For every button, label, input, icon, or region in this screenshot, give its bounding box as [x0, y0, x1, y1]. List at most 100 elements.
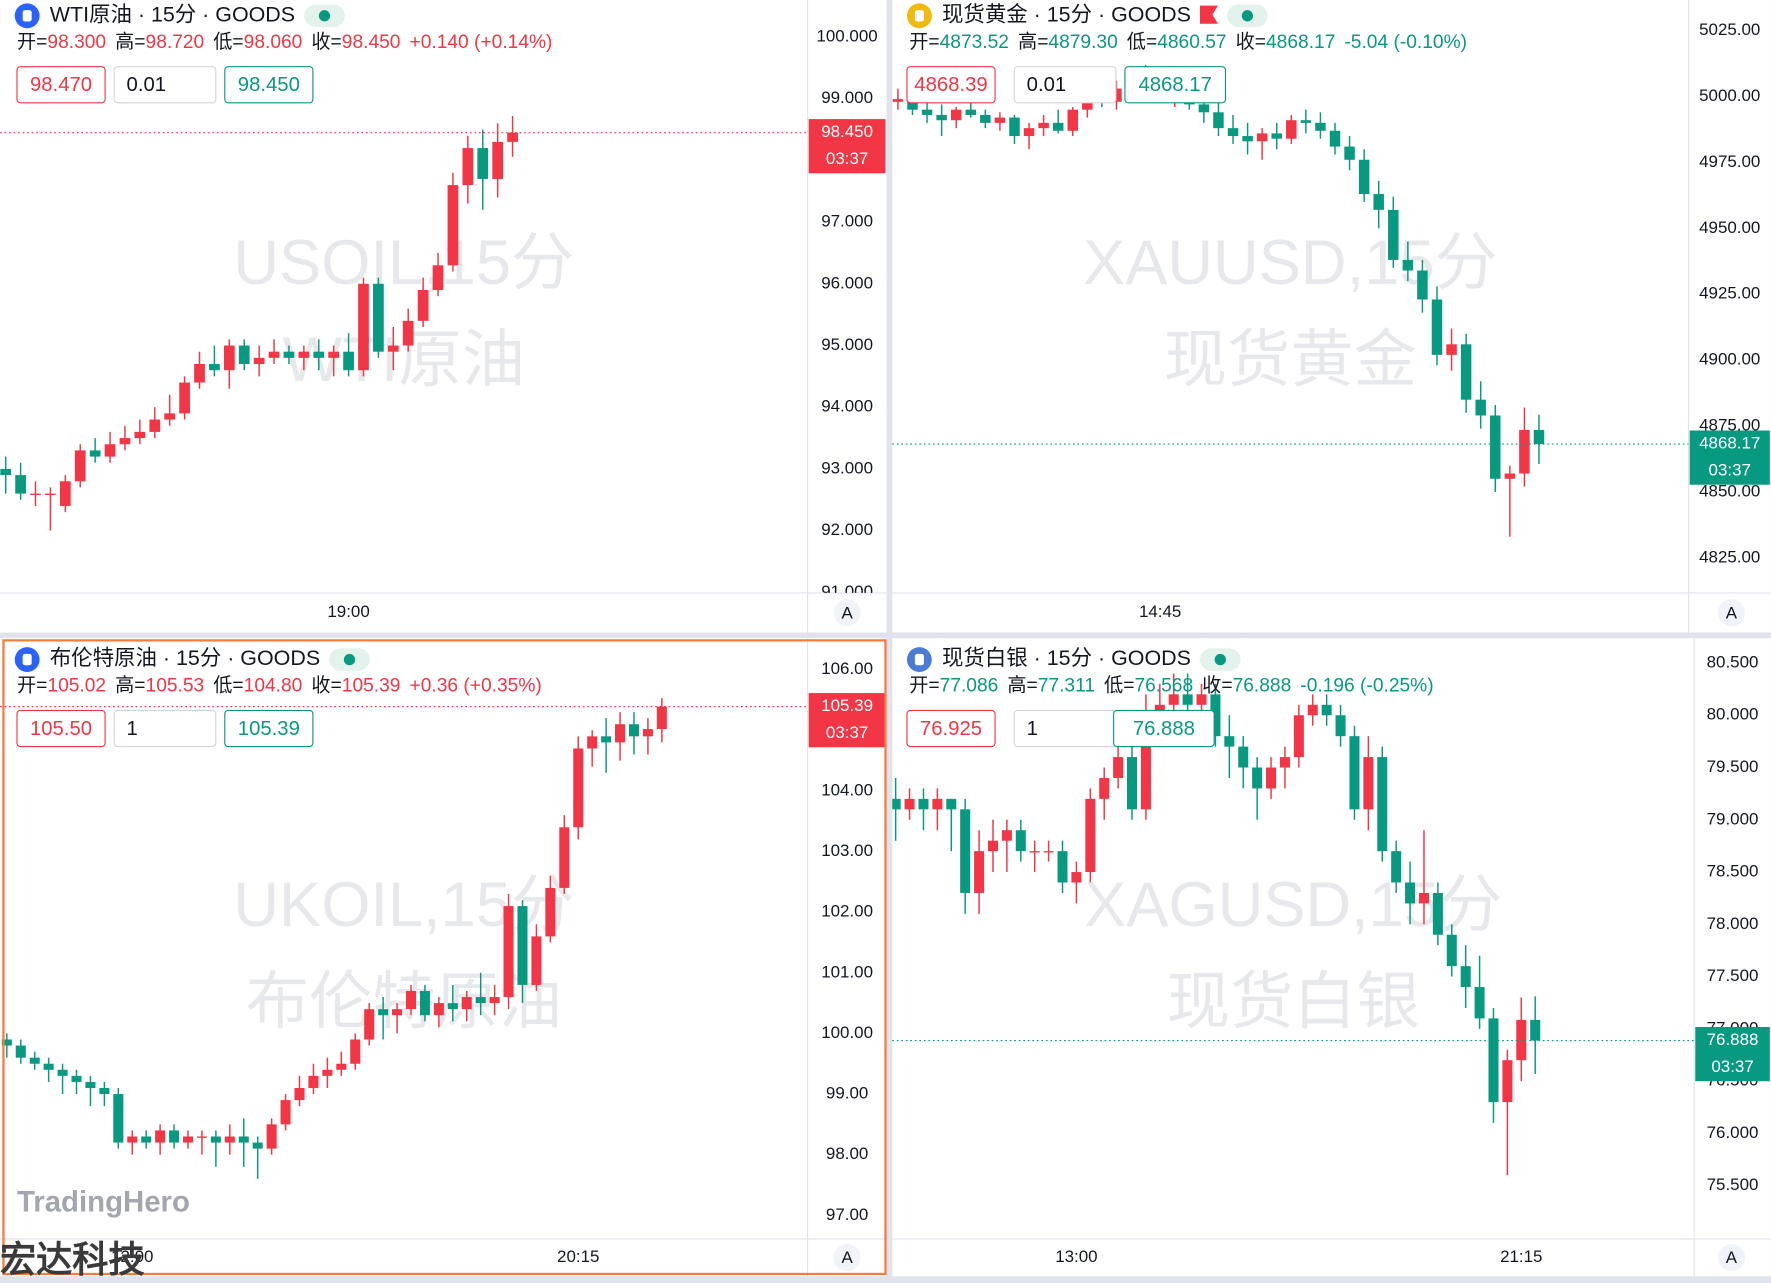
candle-body: [965, 109, 977, 115]
auto-scale-button[interactable]: A: [1717, 599, 1745, 627]
active-border: [2, 639, 887, 1276]
candle-body: [432, 265, 444, 290]
candle-body: [1533, 429, 1545, 445]
candle-body: [378, 1009, 389, 1016]
candle-body: [238, 1136, 249, 1143]
ohlc-label: 低=: [1104, 675, 1134, 697]
candle-body: [364, 1009, 375, 1040]
quote-ask[interactable]: 98.450: [238, 74, 300, 96]
candle-body: [71, 1075, 82, 1082]
candle-body: [313, 351, 325, 358]
ohlc-change: -0.196 (-0.25%): [1300, 676, 1433, 697]
candle-body: [545, 887, 556, 937]
auto-scale-button[interactable]: A: [833, 599, 861, 627]
candle-body: [417, 289, 429, 321]
candle-body: [1377, 757, 1388, 852]
y-tick-label: 4850.00: [1699, 481, 1760, 500]
symbol-icon-mark: [22, 653, 32, 666]
quote-bid[interactable]: 105.50: [30, 718, 92, 740]
candle-body: [127, 1136, 138, 1143]
quote-bid[interactable]: 98.470: [30, 74, 92, 96]
candle-body: [1530, 1019, 1541, 1041]
candle-body: [1224, 736, 1235, 747]
candle-body: [1417, 270, 1428, 300]
y-axis: 4825.00 4850.00 4875.00 4900.00 4925.00 4950.…: [1699, 20, 1760, 566]
overlay-logo: TradingHero: [17, 1186, 190, 1219]
quote-size[interactable]: 1: [127, 718, 138, 740]
ohlc-line: 开=77.086 高=77.311 低=76.568 收=76.888 -0.196 (…: [909, 675, 1433, 697]
quote-box[interactable]: 76.925: [906, 709, 996, 748]
candle-body: [169, 1130, 180, 1143]
candle-body: [164, 413, 176, 420]
quote-box-frame: [224, 66, 314, 104]
auto-scale-label[interactable]: A: [841, 603, 853, 622]
ohlc-label: 收=: [311, 675, 341, 697]
quote-box[interactable]: 76.888: [1113, 709, 1215, 748]
quote-size[interactable]: 0.01: [1027, 74, 1067, 96]
quote-size[interactable]: 0.01: [127, 74, 167, 96]
quote-box[interactable]: 0.01: [113, 66, 217, 104]
chart-panel: USOIL,15分WTI原油91.00092.00093.00094.00095…: [0, 0, 887, 633]
quote-box[interactable]: 105.39: [224, 709, 314, 748]
quote-ask[interactable]: 4868.17: [1138, 74, 1211, 96]
candle-body: [932, 798, 943, 810]
candle-body: [1052, 122, 1064, 131]
ohlc-change: +0.36 (+0.35%): [410, 676, 542, 697]
y-tick-label: 75.500: [1707, 1175, 1759, 1194]
y-tick-label: 76.000: [1707, 1123, 1759, 1142]
quote-box[interactable]: 98.470: [16, 66, 106, 104]
y-tick-label: 95.000: [821, 335, 873, 354]
candle-body: [253, 357, 265, 365]
auto-scale-label[interactable]: A: [1726, 603, 1738, 622]
quote-bid[interactable]: 76.925: [920, 718, 982, 740]
candle-body: [298, 351, 310, 358]
candle-body: [492, 141, 504, 179]
candle-body: [1431, 299, 1443, 355]
quote-box[interactable]: 98.450: [224, 66, 314, 104]
auto-scale-button[interactable]: A: [1717, 1244, 1745, 1272]
quote-box[interactable]: 0.01: [1013, 66, 1117, 104]
candle-body: [283, 351, 295, 358]
candle-body: [149, 419, 161, 432]
auto-scale-label[interactable]: A: [1726, 1248, 1738, 1267]
x-tick-label: 21:15: [1500, 1247, 1542, 1266]
ohlc-label: 低=: [213, 675, 243, 697]
y-tick-label: 100.00: [821, 1023, 873, 1042]
auto-scale-label[interactable]: A: [841, 1248, 853, 1267]
quote-size[interactable]: 1: [1027, 718, 1038, 740]
last-price-box: [808, 119, 886, 174]
quote-box[interactable]: 1: [113, 709, 217, 748]
candle-body: [1474, 987, 1485, 1019]
candle-body: [1329, 130, 1341, 147]
candle-body: [1198, 104, 1210, 113]
candle-body: [1168, 694, 1179, 705]
status-dot: [343, 653, 356, 666]
quote-box[interactable]: 4868.17: [1124, 66, 1227, 104]
ohlc-value: 4860.57: [1157, 32, 1226, 53]
candle-body: [104, 444, 116, 457]
quote-box[interactable]: 4868.39: [906, 66, 996, 104]
ohlc-value: 105.39: [342, 676, 401, 697]
candle-body: [656, 706, 667, 730]
candle-body: [1213, 112, 1224, 129]
ohlc-value: 77.086: [940, 676, 999, 697]
auto-scale-circle: [833, 1244, 861, 1272]
candle-body: [1085, 798, 1096, 873]
candle-body: [119, 438, 131, 445]
quote-ask[interactable]: 76.888: [1133, 718, 1195, 740]
candle-body: [573, 748, 584, 828]
quote-box[interactable]: 1: [1013, 709, 1117, 748]
candle-body: [336, 1063, 347, 1070]
quote-bid[interactable]: 4868.39: [914, 74, 987, 96]
watermark: 布伦特原油: [246, 967, 562, 1037]
candle-body: [1391, 851, 1402, 883]
watermark: UKOIL,15分: [233, 870, 574, 940]
quote-box[interactable]: 105.50: [16, 709, 106, 748]
auto-scale-button[interactable]: A: [833, 1244, 861, 1272]
candle-body: [1335, 715, 1346, 737]
quote-ask[interactable]: 105.39: [238, 718, 300, 740]
y-tick-label: 100.000: [816, 26, 877, 45]
candle-body: [1490, 415, 1501, 479]
candle-body: [531, 936, 542, 985]
candle-body: [1127, 757, 1138, 810]
